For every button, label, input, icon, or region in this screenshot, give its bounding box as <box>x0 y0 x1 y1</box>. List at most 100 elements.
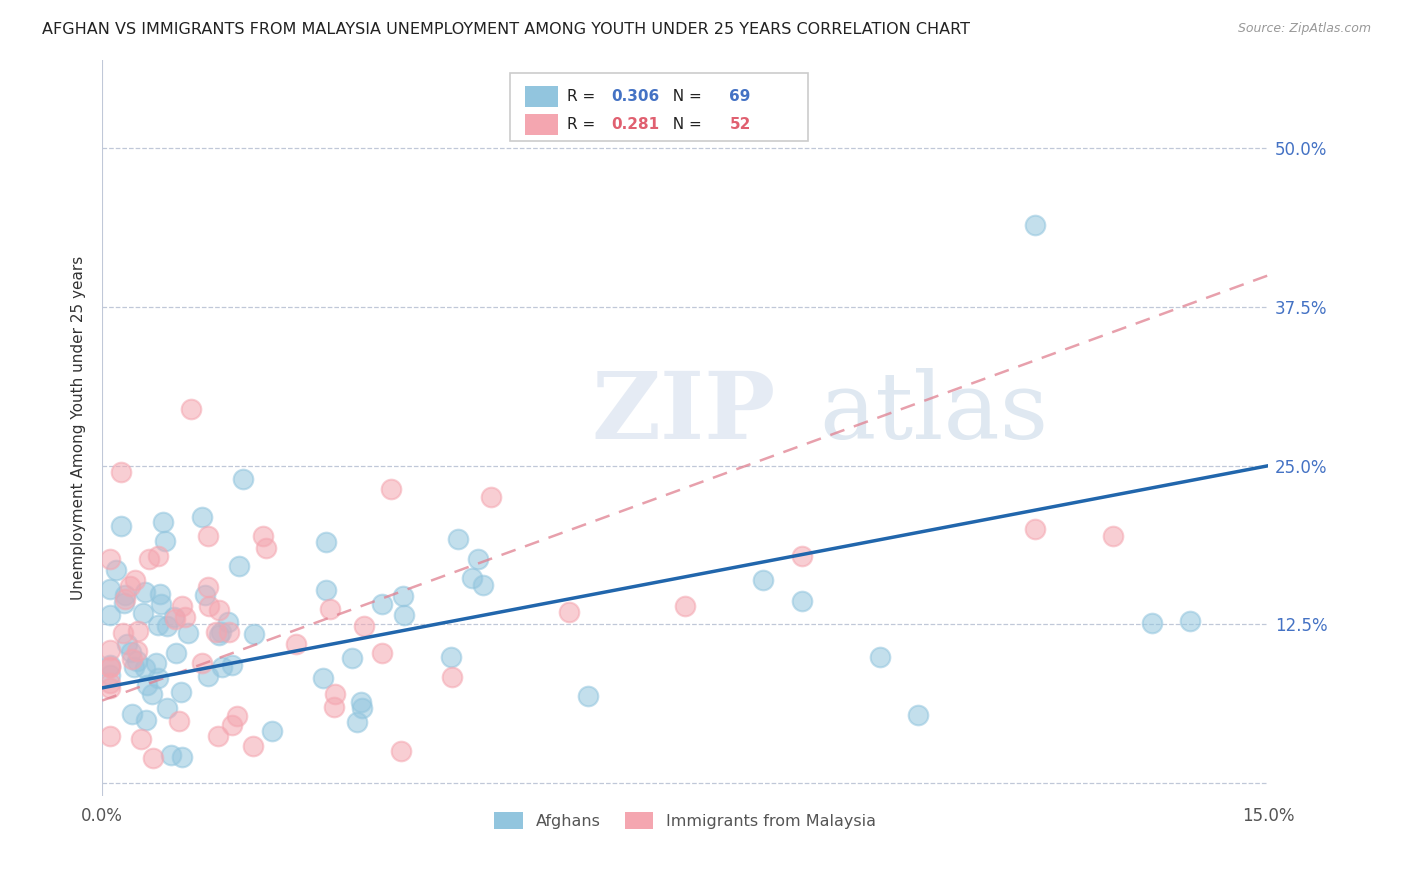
Point <box>165 647 187 661</box>
Point <box>180 401 202 416</box>
Point <box>163 609 186 624</box>
Point <box>790 594 813 608</box>
Point <box>121 706 143 721</box>
Legend: Afghans, Immigrants from Malaysia: Afghans, Immigrants from Malaysia <box>488 805 883 836</box>
Point <box>461 571 484 585</box>
Point <box>127 624 149 639</box>
Point <box>389 744 412 758</box>
Point <box>170 749 193 764</box>
Point <box>98 668 121 682</box>
Point <box>148 617 170 632</box>
Point <box>112 596 135 610</box>
Point <box>205 624 228 639</box>
Point <box>98 551 121 566</box>
Text: ZIP: ZIP <box>592 368 776 458</box>
Point <box>197 668 219 682</box>
Point <box>98 681 121 695</box>
Point <box>132 606 155 620</box>
Point <box>98 660 121 674</box>
Point <box>169 685 191 699</box>
Point <box>104 563 127 577</box>
Point <box>440 670 463 684</box>
Point <box>472 578 495 592</box>
Point <box>578 690 600 704</box>
Point <box>98 582 121 596</box>
Point <box>1140 616 1163 631</box>
Point <box>352 701 374 715</box>
Point <box>197 528 219 542</box>
Point <box>194 588 217 602</box>
Text: Source: ZipAtlas.com: Source: ZipAtlas.com <box>1237 22 1371 36</box>
Point <box>211 659 233 673</box>
FancyBboxPatch shape <box>510 73 807 141</box>
Point <box>243 626 266 640</box>
Point <box>479 491 502 505</box>
Point <box>226 708 249 723</box>
Point <box>134 661 156 675</box>
Point <box>160 747 183 762</box>
Point <box>174 610 197 624</box>
Point <box>146 549 169 563</box>
Point <box>118 578 141 592</box>
Text: 69: 69 <box>730 89 751 103</box>
Point <box>98 676 121 690</box>
Point <box>142 750 165 764</box>
Point <box>135 713 157 727</box>
Point <box>98 643 121 657</box>
Point <box>392 607 415 622</box>
Text: 0.306: 0.306 <box>612 89 659 103</box>
Point <box>252 529 274 543</box>
Text: atlas: atlas <box>820 368 1049 458</box>
Point <box>177 625 200 640</box>
Text: 0.281: 0.281 <box>612 117 659 132</box>
Point <box>170 599 193 614</box>
Point <box>340 651 363 665</box>
Point <box>125 643 148 657</box>
Point <box>312 671 335 685</box>
Y-axis label: Unemployment Among Youth under 25 years: Unemployment Among Youth under 25 years <box>72 255 86 599</box>
Text: N =: N = <box>664 89 707 103</box>
Point <box>752 573 775 587</box>
Point <box>121 652 143 666</box>
Point <box>208 603 231 617</box>
Point <box>392 589 415 603</box>
Text: 52: 52 <box>730 117 751 132</box>
Point <box>1180 614 1202 628</box>
Point <box>156 618 179 632</box>
Bar <box>526 86 558 107</box>
Point <box>207 729 229 743</box>
Bar <box>526 114 558 135</box>
Point <box>346 714 368 729</box>
Point <box>371 646 394 660</box>
Text: R =: R = <box>568 117 606 132</box>
Point <box>315 583 337 598</box>
Point <box>371 597 394 611</box>
Point <box>114 592 136 607</box>
Point <box>98 607 121 622</box>
Point <box>1024 522 1046 536</box>
Point <box>467 552 489 566</box>
Point <box>673 599 696 613</box>
Point <box>221 718 243 732</box>
Point <box>152 515 174 529</box>
Point <box>217 615 239 629</box>
Point <box>156 700 179 714</box>
Point <box>790 549 813 564</box>
Point <box>1024 218 1046 232</box>
Point <box>129 732 152 747</box>
Point <box>869 650 891 665</box>
Point <box>134 584 156 599</box>
Text: R =: R = <box>568 89 600 103</box>
Point <box>110 465 132 479</box>
Point <box>124 573 146 587</box>
Point <box>197 581 219 595</box>
Point <box>260 723 283 738</box>
Point <box>98 729 121 743</box>
Point <box>208 628 231 642</box>
Point <box>120 645 142 659</box>
Point <box>221 658 243 673</box>
Text: N =: N = <box>664 117 707 132</box>
Point <box>349 695 371 709</box>
Point <box>323 687 346 701</box>
Point <box>242 739 264 753</box>
